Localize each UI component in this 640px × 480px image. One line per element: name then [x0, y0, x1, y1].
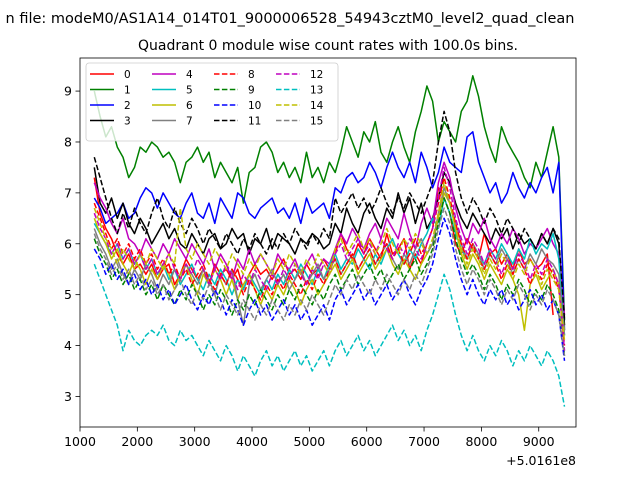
x-tick-label: 2000 — [121, 434, 153, 449]
legend-label-14: 14 — [310, 100, 324, 112]
x-tick-label: 8000 — [465, 434, 497, 449]
legend-label-15: 15 — [310, 115, 323, 127]
legend-label-13: 13 — [310, 84, 323, 96]
series-line-2 — [93, 131, 566, 331]
legend-label-3: 3 — [124, 115, 131, 127]
legend-label-1: 1 — [124, 84, 131, 96]
series-line-3 — [93, 167, 566, 326]
legend-label-5: 5 — [186, 84, 193, 96]
series-line-13 — [93, 263, 566, 407]
legend-label-12: 12 — [310, 69, 323, 81]
series-line-10 — [93, 217, 566, 361]
legend-frame — [85, 62, 339, 142]
series-line-15 — [93, 207, 566, 356]
series-layer — [93, 75, 566, 407]
legend-label-7: 7 — [186, 115, 193, 127]
y-tick-label: 6 — [64, 236, 72, 251]
legend-label-11: 11 — [248, 115, 261, 127]
y-tick-label: 3 — [64, 389, 72, 404]
x-offset-label: +5.0161e8 — [506, 453, 576, 468]
legend-label-2: 2 — [124, 100, 131, 112]
legend-label-4: 4 — [186, 69, 193, 81]
axes-frame — [79, 57, 577, 428]
legend-label-0: 0 — [124, 69, 131, 81]
x-tick-label: 5000 — [293, 434, 325, 449]
x-tick-label: 6000 — [351, 434, 383, 449]
x-tick-label: 1000 — [64, 434, 96, 449]
x-tick-label: 7000 — [408, 434, 440, 449]
y-tick-label: 4 — [64, 338, 72, 353]
x-tick-label: 3000 — [179, 434, 211, 449]
series-line-7 — [93, 187, 566, 336]
y-tick-label: 7 — [64, 185, 72, 200]
y-tick-label: 5 — [64, 287, 72, 302]
figure-suptitle: n file: modeM0/AS1A14_014T01_9000006528_… — [6, 11, 575, 27]
legend-label-6: 6 — [186, 100, 193, 112]
chart-title: Quadrant 0 module wise count rates with … — [138, 38, 518, 54]
series-line-14 — [93, 181, 566, 341]
y-tick-label: 8 — [64, 134, 72, 149]
x-tick-label: 4000 — [236, 434, 268, 449]
x-tick-label: 9000 — [523, 434, 555, 449]
series-line-1 — [93, 75, 566, 321]
legend-label-10: 10 — [248, 100, 261, 112]
legend-label-9: 9 — [248, 84, 255, 96]
legend-label-8: 8 — [248, 69, 255, 81]
axes-layer: 1000 2000 3000 4000 5000 6000 7000 8000 9000 3 4 5 6… — [64, 57, 577, 449]
y-tick-label: 9 — [64, 84, 72, 99]
